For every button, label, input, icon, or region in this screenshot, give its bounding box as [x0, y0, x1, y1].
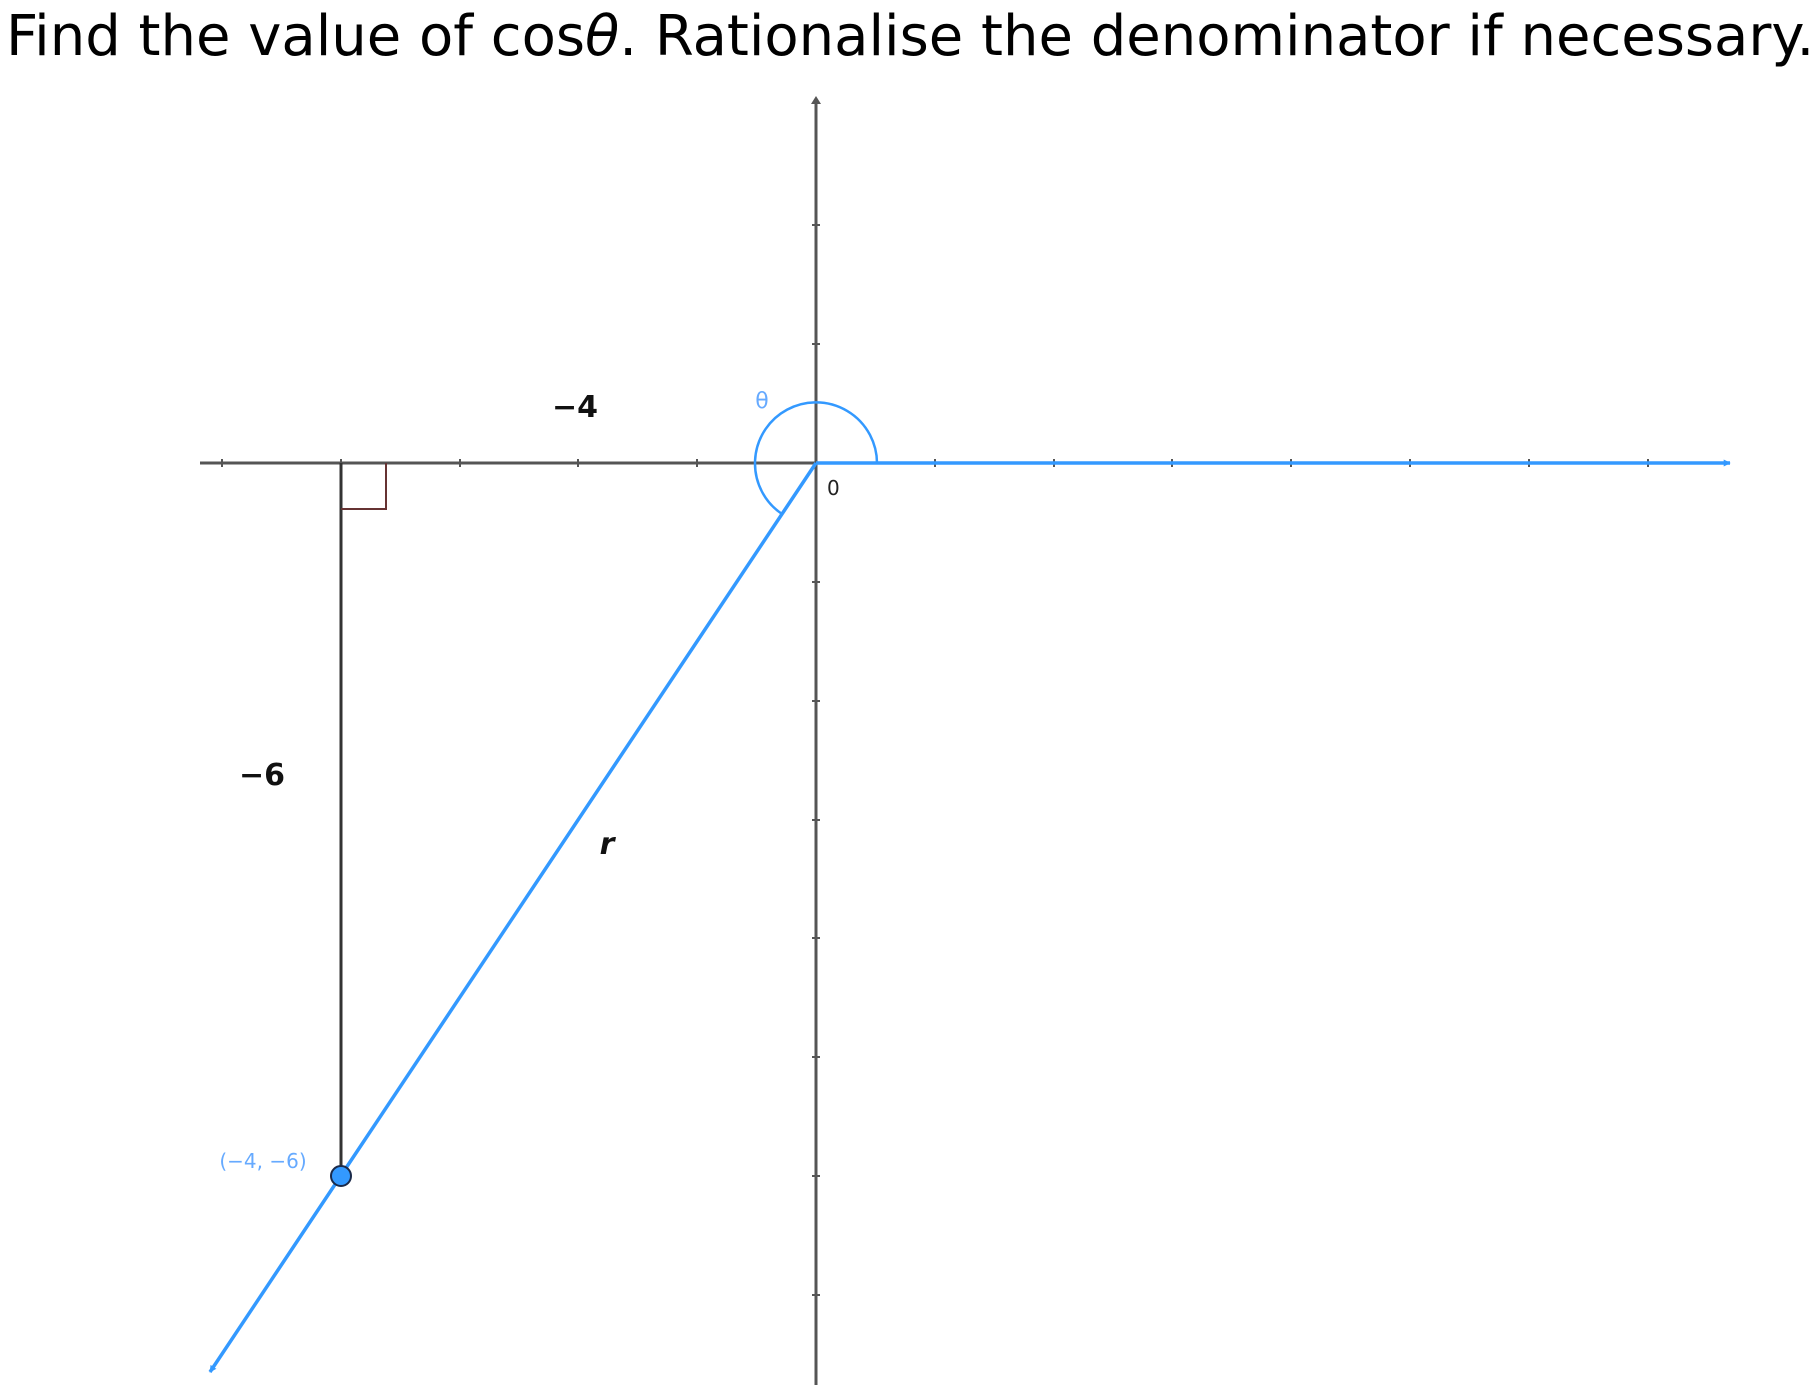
- terminal-side-ray: [208, 462, 818, 1373]
- y-axis-ticks: [812, 224, 820, 1296]
- theta-label: θ: [755, 389, 768, 414]
- point-marker: [330, 1165, 352, 1187]
- question-suffix: . Rationalise the denominator if necessa…: [619, 4, 1815, 69]
- vertical-side-label: −6: [239, 758, 285, 793]
- theta-angle-arc: [753, 401, 879, 516]
- origin-label: 0: [827, 476, 840, 500]
- question-prefix: Find the value of cos: [6, 4, 586, 69]
- y-axis-arrow: [811, 96, 821, 104]
- question-text: Find the value of cosθ. Rationalise the …: [6, 6, 1814, 68]
- question-theta-symbol: θ: [585, 4, 620, 69]
- hypotenuse-label: r: [600, 827, 617, 862]
- point-label: (−4, −6): [219, 1149, 306, 1173]
- right-angle-marker: [341, 463, 387, 510]
- horizontal-side-label: −4: [552, 390, 598, 425]
